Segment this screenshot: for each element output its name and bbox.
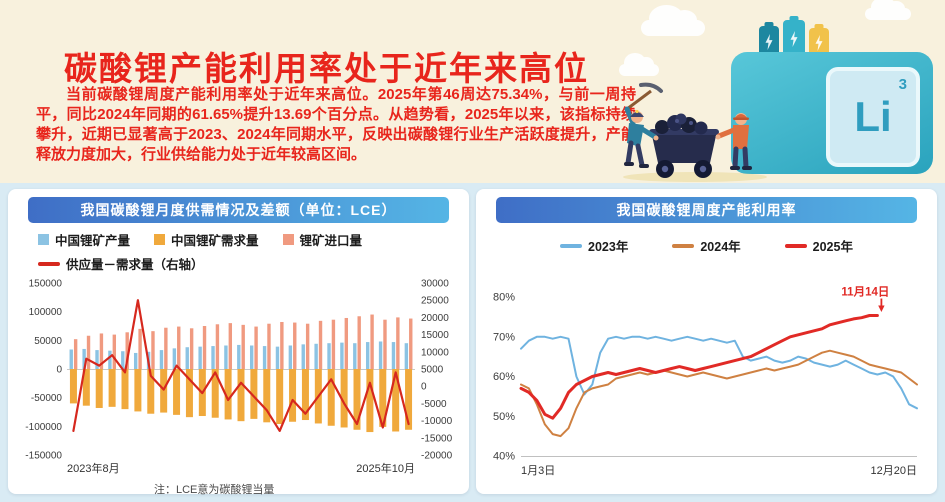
svg-text:0: 0 — [56, 365, 62, 376]
atomic-number: 3 — [898, 76, 907, 93]
svg-text:-50000: -50000 — [30, 393, 62, 404]
lithium-element-card: 3 Li — [731, 52, 933, 174]
svg-text:60%: 60% — [492, 371, 514, 383]
demand-swatch — [154, 234, 166, 245]
legend-item: 中国锂矿产量 — [38, 230, 130, 249]
legend-item: 锂矿进口量 — [282, 230, 363, 249]
miners-cart-illustration — [623, 82, 767, 182]
battery-icon — [759, 22, 779, 58]
svg-text:25000: 25000 — [421, 296, 449, 307]
svg-text:80%: 80% — [492, 292, 514, 304]
legend-label: 2025年 — [812, 240, 853, 254]
legend-label: 2023年 — [588, 240, 629, 254]
svg-text:100000: 100000 — [28, 307, 62, 318]
legend-label: 中国锂矿需求量 — [171, 234, 259, 248]
battery-icon — [809, 24, 829, 58]
legend-item: 2024年 — [672, 236, 741, 255]
top-section: 碳酸锂产能利用率处于近年来高位 当前碳酸锂周度产能利用率处于近年来高位。2025… — [0, 0, 945, 183]
diff-line-swatch — [38, 261, 60, 266]
element-symbol: Li — [854, 93, 892, 140]
svg-text:-10000: -10000 — [421, 416, 453, 427]
supply-demand-chart: 150000100000500000-50000-100000-15000030… — [25, 279, 453, 476]
line-2025-swatch — [784, 243, 807, 248]
svg-text:70%: 70% — [492, 331, 514, 343]
summary-paragraph: 当前碳酸锂周度产能利用率处于近年来高位。2025年第46周达75.34%，与前一… — [36, 86, 636, 163]
svg-text:1月3日: 1月3日 — [521, 465, 555, 477]
legend-item: 中国锂矿需求量 — [154, 230, 259, 249]
cloud-icon — [619, 52, 659, 76]
legend-label: 锂矿进口量 — [299, 234, 363, 248]
cloud-icon — [865, 0, 911, 20]
page-title: 碳酸锂产能利用率处于近年来高位 — [64, 50, 589, 88]
lightning-bolt-icon — [815, 35, 823, 51]
line-2024-swatch — [672, 243, 695, 248]
chart-note: 注：LCE意为碳酸锂当量 — [154, 484, 275, 496]
lightning-bolt-icon — [790, 31, 798, 47]
svg-text:20000: 20000 — [421, 313, 449, 324]
svg-text:30000: 30000 — [421, 279, 449, 290]
legend-label: 2024年 — [700, 240, 741, 254]
svg-text:10000: 10000 — [421, 347, 449, 358]
svg-text:15000: 15000 — [421, 330, 449, 341]
legend-label: 供应量－需求量（右轴） — [66, 258, 204, 272]
panel-header: 我国碳酸锂周度产能利用率 — [496, 197, 917, 223]
combo-chart-legend: 中国锂矿产量 中国锂矿需求量 锂矿进口量 供应量－需求量（右轴） — [8, 223, 469, 273]
cloud-icon — [641, 5, 705, 36]
svg-text:-150000: -150000 — [25, 451, 62, 462]
svg-text:2025年10月: 2025年10月 — [356, 461, 415, 475]
svg-text:-5000: -5000 — [421, 399, 447, 410]
line-2023-swatch — [560, 243, 583, 248]
svg-text:-15000: -15000 — [421, 433, 453, 444]
svg-text:50000: 50000 — [34, 336, 62, 347]
legend-item: 2025年 — [784, 236, 853, 255]
svg-text:0: 0 — [421, 382, 427, 393]
svg-text:2023年8月: 2023年8月 — [67, 461, 120, 475]
legend-item: 2023年 — [560, 236, 628, 255]
illustration: 3 Li — [613, 0, 945, 183]
svg-text:40%: 40% — [492, 451, 514, 463]
svg-text:50%: 50% — [492, 411, 514, 423]
svg-text:12月20日: 12月20日 — [870, 465, 916, 477]
svg-text:11月14日: 11月14日 — [841, 286, 889, 299]
panel-header: 我国碳酸锂月度供需情况及差额（单位：LCE） — [28, 197, 449, 223]
legend-item: 供应量－需求量（右轴） — [38, 254, 204, 273]
svg-text:5000: 5000 — [421, 365, 444, 376]
production-swatch — [38, 234, 49, 245]
monthly-supply-demand-panel: 我国碳酸锂月度供需情况及差额（单位：LCE） 中国锂矿产量 中国锂矿需求量 锂矿… — [8, 189, 469, 496]
legend-label: 中国锂矿产量 — [55, 234, 131, 248]
lithium-tile: 3 Li — [826, 67, 920, 167]
svg-text:-100000: -100000 — [25, 422, 62, 433]
svg-text:150000: 150000 — [28, 279, 62, 290]
utilization-chart: 40% 50% 60% 70% 80% 11月14日 1月3日 12月20日 — [492, 286, 918, 477]
weekly-utilization-panel: 我国碳酸锂周度产能利用率 2023年 2024年 2025年 40% 50% 60%… — [476, 189, 937, 494]
imports-swatch — [282, 234, 294, 245]
battery-icon — [783, 16, 805, 58]
svg-text:-20000: -20000 — [421, 451, 453, 462]
line-chart-legend: 2023年 2024年 2025年 — [476, 223, 937, 255]
lightning-bolt-icon — [765, 34, 773, 50]
